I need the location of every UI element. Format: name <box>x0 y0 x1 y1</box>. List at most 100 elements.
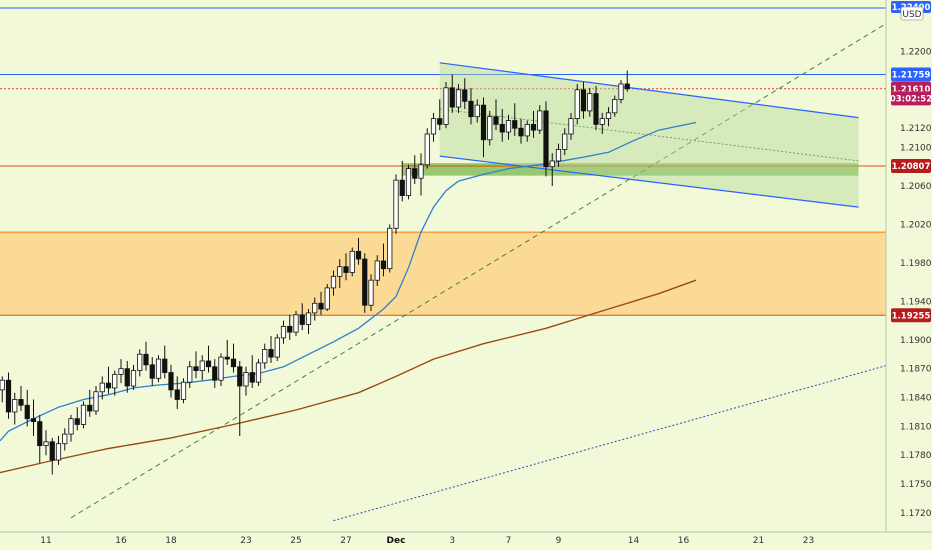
channel-layer <box>439 62 859 208</box>
candle-body-90 <box>562 133 568 150</box>
candle-body-82 <box>512 120 518 129</box>
candle-body-71 <box>443 87 449 125</box>
candles-layer <box>0 70 630 475</box>
candle-body-28 <box>174 389 180 400</box>
candle-body-13 <box>80 404 87 425</box>
candle-body-45 <box>280 325 287 339</box>
candle-body-44 <box>274 337 280 358</box>
currency-label[interactable]: USD <box>900 6 924 21</box>
candle-body-83 <box>518 127 524 137</box>
candle-body-55 <box>343 266 349 273</box>
candle-body-5 <box>30 418 37 422</box>
price-tick-7: 1.19400 <box>900 297 932 307</box>
time-tick-13: 23 <box>803 536 814 546</box>
candle-body-65 <box>405 168 412 196</box>
candle-body-57 <box>355 250 362 260</box>
time-tick-7: 3 <box>449 536 455 546</box>
candle-body-80 <box>499 123 505 133</box>
candle-body-6 <box>37 421 43 447</box>
dashed-uptrend <box>70 23 887 519</box>
candle-body-73 <box>455 89 462 108</box>
candle-body-1 <box>5 379 12 413</box>
candle-body-66 <box>412 168 418 179</box>
price-badge-3 <box>891 159 931 174</box>
candle-body-23 <box>143 353 149 366</box>
candle-body-19 <box>118 368 124 375</box>
candle-body-95 <box>593 93 599 125</box>
candle-body-89 <box>555 148 562 162</box>
candle-body-18 <box>112 374 118 389</box>
price-badge-0 <box>891 67 931 82</box>
time-tick-10: 14 <box>628 536 640 546</box>
candle-body-76 <box>474 104 480 118</box>
price-badge-label-2: 03:02:52 <box>890 94 932 104</box>
candle-body-32 <box>199 360 205 372</box>
candle-body-58 <box>362 258 368 306</box>
candle-body-53 <box>330 275 337 289</box>
candle-body-22 <box>137 353 143 372</box>
price-tick-5: 1.20200 <box>900 220 932 230</box>
candle-body-25 <box>155 358 162 379</box>
price-badge-label-4: 1.19255 <box>892 311 931 321</box>
candle-body-35 <box>218 356 224 381</box>
candle-body-91 <box>568 118 574 135</box>
candle-body-14 <box>87 404 93 412</box>
candle-body-30 <box>187 366 193 383</box>
time-axis-panel[interactable] <box>0 532 932 550</box>
candle-body-47 <box>293 314 299 333</box>
candle-body-21 <box>130 370 137 387</box>
candle-body-60 <box>374 260 380 281</box>
candle-body-100 <box>624 83 630 90</box>
candle-body-96 <box>599 118 605 125</box>
candle-body-36 <box>224 356 230 360</box>
candle-body-11 <box>68 418 74 435</box>
time-axis-labels: 11 16 18 23 25 27 Dec 3 7 9 14 16 21 23 <box>40 536 814 546</box>
candle-body-59 <box>368 279 374 306</box>
candle-body-62 <box>387 227 393 270</box>
candle-body-78 <box>487 116 493 141</box>
candle-body-43 <box>268 349 274 358</box>
candle-body-3 <box>18 399 24 406</box>
candle-body-42 <box>262 349 268 364</box>
price-tick-11: 1.18100 <box>900 422 932 432</box>
candle-body-29 <box>180 381 187 400</box>
price-tick-10: 1.18400 <box>900 394 932 404</box>
candle-body-0 <box>0 379 5 391</box>
price-tick-14: 1.17200 <box>900 509 932 519</box>
candle-body-68 <box>424 133 430 166</box>
candle-body-9 <box>55 443 62 461</box>
candle-body-85 <box>530 123 537 131</box>
candle-body-92 <box>574 89 580 120</box>
price-tick-3: 1.21000 <box>900 143 932 153</box>
candle-body-84 <box>524 123 530 137</box>
candle-body-86 <box>537 110 543 131</box>
price-tick-13: 1.17500 <box>900 480 932 490</box>
candle-body-49 <box>305 312 312 325</box>
candle-body-98 <box>612 98 618 114</box>
zones-layer <box>0 163 886 316</box>
candle-body-93 <box>580 89 587 112</box>
horizontal-levels-layer <box>0 7 886 316</box>
candle-body-7 <box>43 441 49 447</box>
candle-body-75 <box>468 100 474 118</box>
candle-body-51 <box>318 302 324 310</box>
candle-body-61 <box>380 260 387 270</box>
candle-body-10 <box>62 433 68 445</box>
candle-body-63 <box>393 179 399 229</box>
supply-demand-zone <box>0 232 886 316</box>
price-tick-0: 1.22000 <box>900 47 932 57</box>
channel-fill <box>439 62 859 208</box>
candle-body-56 <box>349 250 355 273</box>
currency-label-text: USD <box>902 10 921 20</box>
time-tick-3: 23 <box>240 536 251 546</box>
time-tick-12: 21 <box>753 536 764 546</box>
candle-body-20 <box>124 368 130 387</box>
currency-label-box <box>900 6 924 21</box>
candle-body-67 <box>418 164 424 179</box>
time-tick-0: 11 <box>40 536 51 546</box>
time-tick-6: Dec <box>387 536 406 546</box>
channel-lower-line <box>439 155 859 208</box>
candle-body-50 <box>312 302 318 314</box>
